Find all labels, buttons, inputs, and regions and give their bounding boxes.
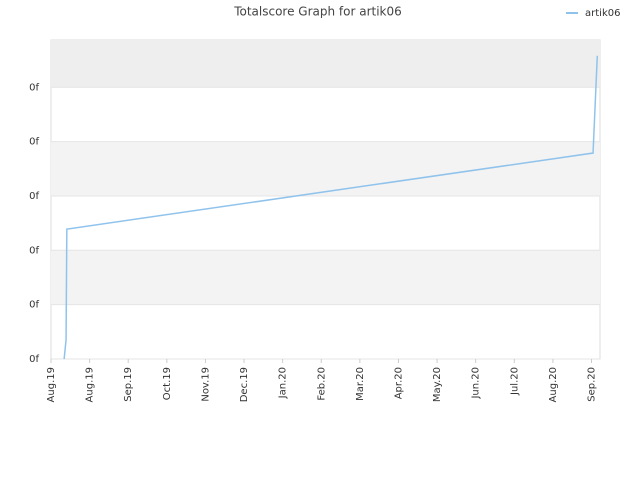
grid-band <box>51 40 600 88</box>
x-tick-label: Jan.20 <box>278 367 289 399</box>
y-tick-label: 0f <box>29 354 39 365</box>
x-tick-label: Apr.20 <box>393 367 404 399</box>
x-tick-label: May.20 <box>432 367 443 402</box>
x-tick-label: Dec.19 <box>239 367 250 402</box>
plot-area <box>50 39 601 360</box>
x-tick-label: Aug.19 <box>46 367 57 402</box>
x-tick-label: Nov.19 <box>200 367 211 402</box>
x-tick-label: Jun.20 <box>471 367 482 400</box>
grid-band <box>51 141 600 196</box>
y-tick-label: 0f <box>29 82 39 93</box>
x-tick-label: Sep.19 <box>123 367 134 402</box>
y-tick-label: 0f <box>29 191 39 202</box>
x-tick-label: Sep.20 <box>587 367 598 402</box>
x-tick-label: Aug.20 <box>548 367 559 402</box>
y-tick-label: 0f <box>29 245 39 256</box>
x-tick-label: Mar.20 <box>355 367 366 401</box>
data-line <box>63 55 599 360</box>
y-tick-label: 0f <box>29 300 39 311</box>
x-tick-label: Aug.19 <box>85 367 96 402</box>
chart-title: Totalscore Graph for artik06 <box>233 5 402 19</box>
x-tick-label: Jul.20 <box>509 367 520 396</box>
legend-label: artik06 <box>585 8 620 19</box>
grid-band <box>51 250 600 305</box>
y-tick-label: 0f <box>29 137 39 148</box>
x-tick-label: Oct.19 <box>162 367 173 400</box>
x-tick-label: Feb.20 <box>316 367 327 401</box>
